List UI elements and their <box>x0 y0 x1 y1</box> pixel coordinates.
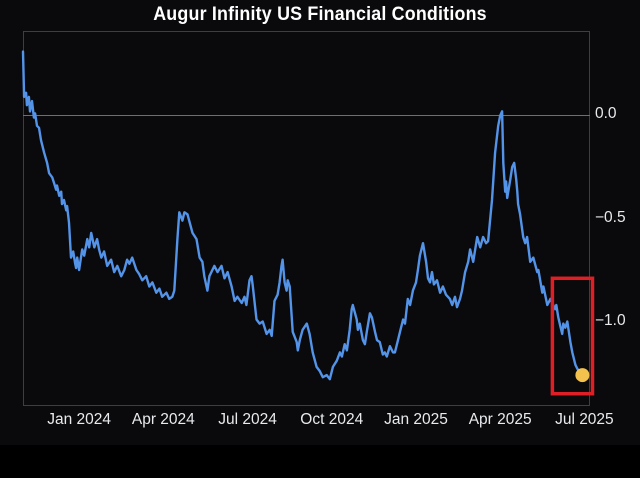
x-tick-label: Apr 2024 <box>131 411 195 428</box>
y-tick-label: 0.0 <box>595 105 617 123</box>
x-tick-label: Apr 2025 <box>468 411 532 428</box>
brand-footer: Augur Infinity <box>0 445 640 478</box>
series-line <box>21 50 584 381</box>
latest-point-marker <box>575 368 590 383</box>
x-tick-label: Jul 2024 <box>218 411 277 428</box>
chart-card: Augur Infinity US Financial Conditions J… <box>0 0 640 445</box>
x-tick-label: Jan 2024 <box>47 411 112 428</box>
y-tick-label: −1.0 <box>595 311 626 329</box>
x-tick-label: Oct 2024 <box>300 411 364 428</box>
plot-area <box>21 31 595 406</box>
plot-border <box>23 31 590 406</box>
y-tick-label: −0.5 <box>595 208 626 226</box>
chart-title: Augur Infinity US Financial Conditions <box>153 4 487 25</box>
highlight-box <box>550 276 595 396</box>
x-tick-label: Jan 2025 <box>384 411 448 428</box>
x-tick-label: Jul 2025 <box>555 411 614 428</box>
